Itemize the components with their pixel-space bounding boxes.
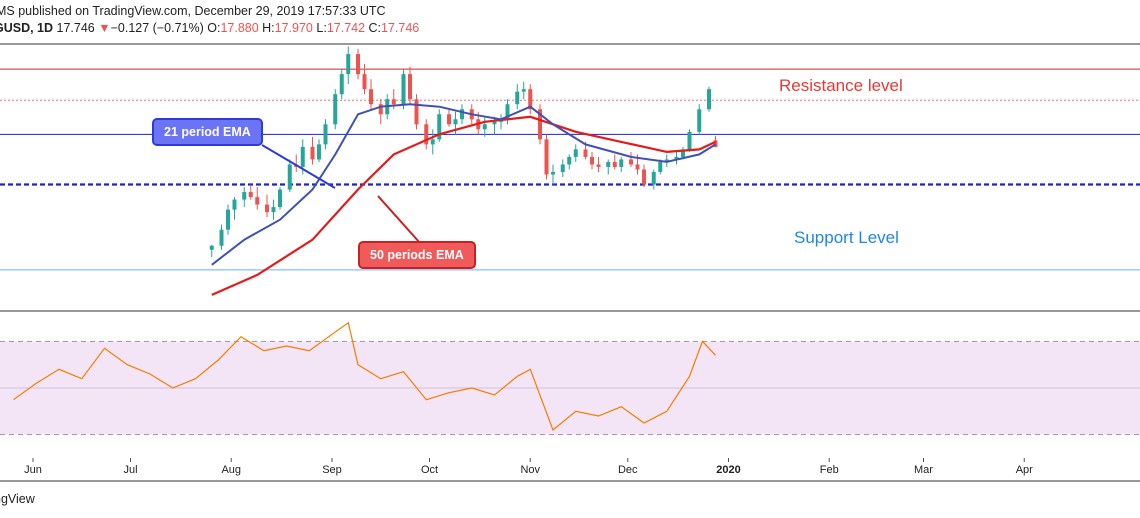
published-line: MS published on TradingView.com, Decembe… <box>0 4 386 18</box>
candle-body-55 <box>629 159 633 165</box>
candle-body-43 <box>538 109 542 140</box>
candle-body-3 <box>232 199 237 210</box>
candle-body-53 <box>612 161 617 167</box>
symbol-label: GUSD, 1D <box>0 21 54 35</box>
x-tick-label-3: Sep <box>322 464 342 476</box>
candle-body-5 <box>248 192 253 198</box>
candle-body-30 <box>437 114 442 140</box>
x-tick-label-10: Apr <box>1016 464 1033 476</box>
candle-body-50 <box>590 156 594 165</box>
low-label: L: <box>316 21 327 35</box>
x-tick-label-7: 2020 <box>716 464 740 476</box>
candle-body-62 <box>681 149 685 157</box>
candle-body-44 <box>544 139 549 175</box>
candle-body-64 <box>697 109 702 132</box>
low-value: 17.742 <box>326 21 366 35</box>
candle-body-6 <box>255 197 260 205</box>
close-value: 17.746 <box>381 21 420 35</box>
footer-brand: ngView <box>0 492 35 506</box>
candle-body-40 <box>515 91 520 105</box>
candle-body-54 <box>619 159 624 167</box>
candle-body-60 <box>664 159 669 162</box>
candle-body-4 <box>242 192 247 200</box>
resistance-label: Resistance level <box>779 76 903 95</box>
candle-body-33 <box>460 109 464 120</box>
candle-body-16 <box>333 94 338 125</box>
candle-body-8 <box>271 207 276 213</box>
candle-body-24 <box>391 99 396 105</box>
candle-body-19 <box>356 54 360 75</box>
x-tick-label-5: Nov <box>520 464 540 476</box>
candle-body-12 <box>300 146 305 167</box>
candle-body-47 <box>567 156 572 165</box>
candle-body-63 <box>687 131 692 150</box>
candle-body-31 <box>447 114 451 125</box>
candle-body-61 <box>674 156 679 160</box>
x-tick-label-2: Aug <box>221 464 241 476</box>
candle-body-59 <box>658 161 663 172</box>
candle-body-57 <box>642 169 646 185</box>
candle-body-18 <box>346 54 351 75</box>
candle-body-51 <box>596 164 601 167</box>
candle-body-37 <box>492 121 497 125</box>
candle-body-56 <box>635 164 640 170</box>
candle-body-27 <box>414 99 419 125</box>
candle-body-26 <box>408 74 412 100</box>
candle-body-58 <box>651 171 656 185</box>
symbol-ohlc-line: GUSD, 1D 17.746 ▼−0.127 (−0.71%) O:17.88… <box>0 21 419 35</box>
ema21-line <box>211 103 717 266</box>
rsi-line <box>13 321 716 431</box>
ema50-callout: 50 periods EMA <box>358 241 476 269</box>
candle-body-25 <box>401 74 406 105</box>
open-label: O: <box>207 21 221 35</box>
ema21-pointer <box>261 144 336 189</box>
candle-body-65 <box>707 89 711 110</box>
candle-body-39 <box>505 104 510 120</box>
ema50-line <box>211 115 716 296</box>
x-tick-label-4: Oct <box>421 464 438 476</box>
chart-header: MS published on TradingView.com, Decembe… <box>0 0 1140 42</box>
candle-body-66 <box>713 140 718 148</box>
candle-body-9 <box>278 189 282 208</box>
candle-body-36 <box>482 124 487 130</box>
candle-body-42 <box>528 89 533 110</box>
candle-body-0 <box>209 245 214 250</box>
ema50-pointer <box>377 195 421 244</box>
support-label: Support Level <box>794 228 899 247</box>
candle-body-7 <box>265 204 269 213</box>
high-label: H: <box>262 21 275 35</box>
candle-body-49 <box>583 149 588 157</box>
price-change: −0.127 (−0.71%) <box>110 21 204 35</box>
candle-body-15 <box>323 124 328 145</box>
x-tick-label-0: Jun <box>24 464 42 476</box>
close-label: C: <box>368 21 382 35</box>
ema21-callout: 21 period EMA <box>152 118 263 146</box>
candle-body-2 <box>226 209 230 230</box>
candle-body-45 <box>551 171 555 175</box>
candle-body-32 <box>453 119 458 125</box>
open-value: 17.880 <box>220 21 259 35</box>
candle-body-41 <box>521 89 526 92</box>
candle-body-13 <box>310 146 315 160</box>
candle-body-10 <box>287 164 292 190</box>
candle-body-28 <box>424 124 429 145</box>
x-tick-label-1: Jul <box>123 464 137 476</box>
candle-body-17 <box>339 74 344 95</box>
candle-body-22 <box>378 104 383 115</box>
last-price: 17.746 <box>56 21 95 35</box>
candle-body-46 <box>560 164 565 172</box>
candle-body-52 <box>606 161 611 167</box>
candle-body-14 <box>317 144 321 160</box>
x-tick-label-8: Feb <box>820 464 839 476</box>
x-tick-label-9: Mar <box>914 464 933 476</box>
candle-body-21 <box>369 89 373 105</box>
change-down-icon: ▼ <box>98 21 111 35</box>
candle-body-48 <box>573 149 578 157</box>
candle-body-20 <box>362 74 367 90</box>
x-tick-label-6: Dec <box>618 464 638 476</box>
candle-body-29 <box>430 139 435 145</box>
candle-body-1 <box>219 229 224 246</box>
high-value: 17.970 <box>274 21 313 35</box>
